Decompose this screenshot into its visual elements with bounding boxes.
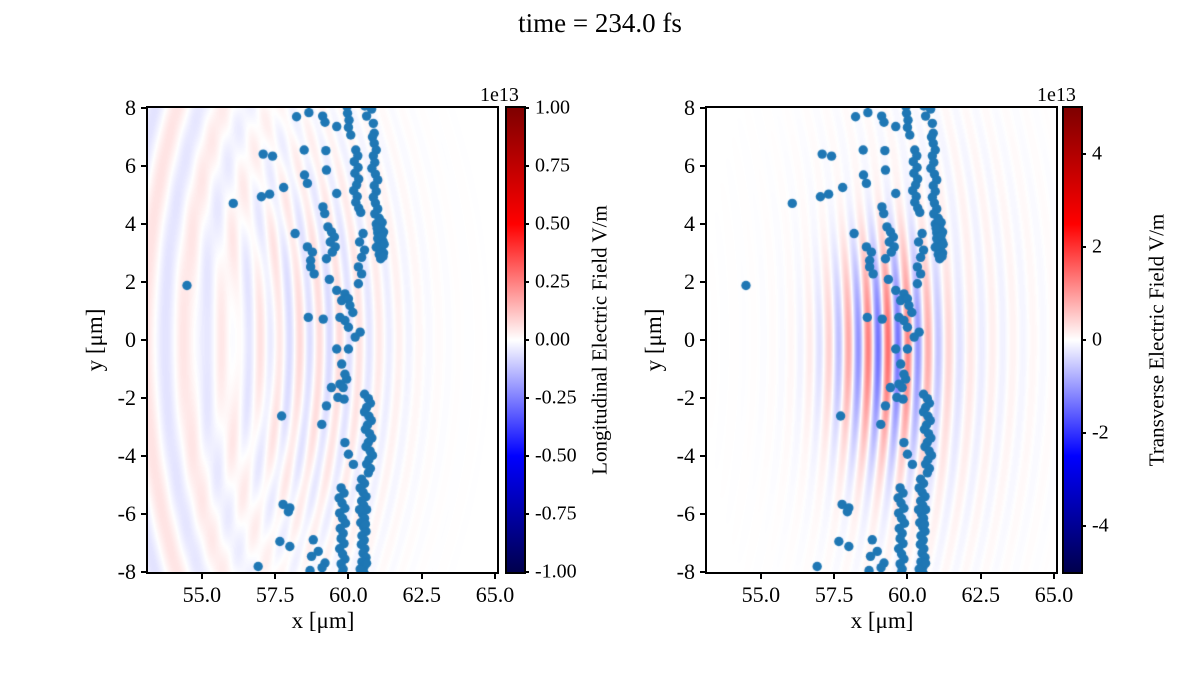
- y-tick: [141, 107, 146, 109]
- colorbar-tick: [524, 455, 529, 457]
- y-tick: [700, 513, 705, 515]
- x-tick: [200, 574, 203, 579]
- x-axis-label-transverse: x [μm]: [850, 608, 914, 633]
- x-tick-label: 57.5: [814, 582, 854, 607]
- y-tick-label: 6: [125, 153, 136, 178]
- transverse-colorbar-label: Transverse Electric Field V/m: [1144, 213, 1169, 467]
- y-tick-label: -4: [676, 443, 695, 468]
- x-tick-label: 65.0: [1034, 582, 1074, 607]
- y-tick: [141, 223, 146, 225]
- colorbar-tick: [1081, 524, 1086, 527]
- y-tick: [700, 165, 705, 167]
- x-tick-label: 62.5: [961, 582, 1000, 607]
- y-tick-label: 0: [684, 327, 695, 352]
- y-tick-label: 2: [684, 269, 695, 294]
- colorbar-tick-label: 0.75: [535, 154, 570, 177]
- longitudinal-colorbar-scale: 1e13: [480, 84, 519, 106]
- x-axis-label-longitudinal: x [μm]: [291, 608, 355, 633]
- transverse-colorbar-scale: 1e13: [1037, 84, 1076, 106]
- x-tick-label: 60.0: [888, 582, 927, 607]
- transverse-colorbar: [1062, 106, 1083, 574]
- y-tick: [700, 107, 705, 109]
- y-tick: [141, 455, 146, 457]
- y-tick: [141, 571, 146, 573]
- longitudinal-colorbar: [505, 106, 526, 574]
- colorbar-tick-label: 4: [1092, 142, 1102, 165]
- y-tick: [141, 397, 146, 399]
- y-tick: [700, 571, 705, 573]
- colorbar-tick-label: -0.75: [535, 502, 577, 525]
- colorbar-tick-label: 2: [1092, 235, 1102, 258]
- x-tick: [833, 574, 836, 579]
- y-tick: [700, 339, 705, 341]
- longitudinal-plot-box: [146, 106, 499, 574]
- x-tick: [274, 574, 277, 579]
- colorbar-tick-label: 0: [1092, 328, 1102, 351]
- x-tick-label: 65.0: [475, 582, 515, 607]
- y-tick: [141, 513, 146, 515]
- y-tick: [141, 281, 146, 283]
- x-tick: [493, 574, 496, 579]
- y-tick-label: 8: [684, 95, 695, 120]
- y-tick-label: -6: [117, 501, 136, 526]
- y-tick-label: -8: [117, 559, 136, 584]
- y-tick-label: 8: [125, 95, 136, 120]
- longitudinal-field-heatmap-scatter: [148, 108, 497, 572]
- x-tick: [906, 574, 909, 579]
- colorbar-tick: [1081, 339, 1086, 341]
- colorbar-tick: [1081, 431, 1086, 434]
- colorbar-tick-label: -0.25: [535, 386, 577, 409]
- colorbar-tick-label: -4: [1092, 514, 1109, 537]
- x-tick: [1052, 574, 1055, 579]
- y-tick-label: -8: [676, 559, 695, 584]
- colorbar-tick: [524, 397, 529, 399]
- figure-title: time = 234.0 fs: [518, 8, 682, 38]
- x-tick: [420, 574, 423, 579]
- x-tick-label: 57.5: [255, 582, 295, 607]
- colorbar-tick-label: -2: [1092, 421, 1109, 444]
- colorbar-tick-label: -1.00: [535, 560, 577, 583]
- y-tick-label: 2: [125, 269, 136, 294]
- y-tick-label: 4: [125, 211, 136, 236]
- y-tick-label: -2: [676, 385, 695, 410]
- x-tick-label: 55.0: [741, 582, 781, 607]
- colorbar-tick: [524, 223, 529, 225]
- colorbar-tick: [524, 339, 529, 341]
- y-tick: [700, 281, 705, 283]
- x-tick: [347, 574, 350, 579]
- x-tick: [759, 574, 762, 579]
- colorbar-tick-label: 0.00: [535, 328, 570, 351]
- transverse-field-heatmap-scatter: [707, 108, 1056, 572]
- x-tick-label: 60.0: [329, 582, 368, 607]
- y-tick-label: 0: [125, 327, 136, 352]
- y-tick-label: -6: [676, 501, 695, 526]
- transverse-plot-box: [705, 106, 1058, 574]
- colorbar-tick: [524, 571, 529, 573]
- colorbar-tick-label: 0.25: [535, 270, 570, 293]
- y-tick: [700, 223, 705, 225]
- y-tick: [700, 397, 705, 399]
- longitudinal-colorbar-label: Longitudinal Electric Field V/m: [587, 205, 612, 475]
- colorbar-tick-label: -0.50: [535, 444, 577, 467]
- colorbar-tick: [1081, 153, 1086, 156]
- colorbar-tick: [1081, 246, 1086, 249]
- colorbar-tick-label: 1.00: [535, 96, 570, 119]
- y-tick-label: -4: [117, 443, 136, 468]
- y-tick: [141, 165, 146, 167]
- colorbar-tick: [524, 513, 529, 515]
- y-tick-label: -2: [117, 385, 136, 410]
- colorbar-tick: [524, 165, 529, 167]
- colorbar-tick: [524, 281, 529, 283]
- y-tick: [700, 455, 705, 457]
- x-tick-label: 62.5: [402, 582, 441, 607]
- colorbar-tick-label: 0.50: [535, 212, 570, 235]
- y-tick: [141, 339, 146, 341]
- colorbar-tick: [524, 107, 529, 109]
- x-tick: [979, 574, 982, 579]
- y-tick-label: 4: [684, 211, 695, 236]
- x-tick-label: 55.0: [182, 582, 222, 607]
- y-tick-label: 6: [684, 153, 695, 178]
